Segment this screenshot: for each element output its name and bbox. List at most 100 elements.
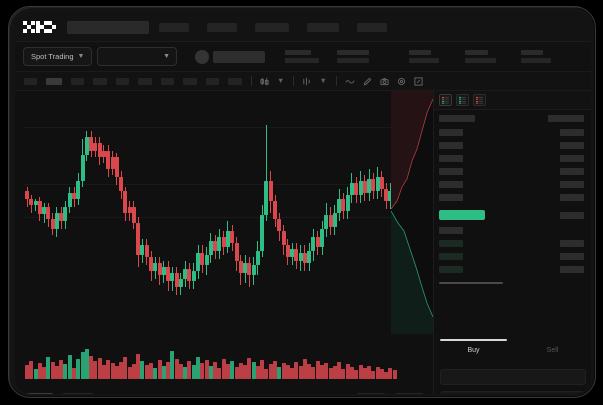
volume-bar: [89, 356, 94, 379]
pair-select[interactable]: ▼: [97, 47, 177, 66]
drawing-pencil-icon[interactable]: [363, 77, 372, 86]
orderbook-pane: Buy Sell: [433, 91, 591, 394]
volume-bar: [302, 359, 307, 379]
volume-bar: [200, 363, 205, 379]
volume-bar: [153, 368, 158, 379]
orderbook-bid-row[interactable]: [434, 253, 591, 260]
toolbar-divider-3: [335, 76, 337, 86]
tab-open-orders[interactable]: [25, 393, 53, 394]
nav-item-4[interactable]: [307, 23, 339, 32]
nav-item-3[interactable]: [255, 23, 289, 32]
volume-bar: [50, 362, 55, 379]
orderbook-bid-row[interactable]: [434, 227, 591, 234]
chart-settings-gear-icon[interactable]: [397, 77, 406, 86]
orderbook-ask-row[interactable]: [434, 194, 591, 201]
timeframe-1[interactable]: [24, 77, 37, 85]
volume-bar: [328, 368, 333, 379]
timeframe-10[interactable]: [228, 77, 242, 85]
coin-avatar-icon: [195, 50, 209, 64]
orderbook-mode-both[interactable]: [439, 94, 452, 106]
volume-bar: [264, 369, 269, 379]
volume-bar: [174, 359, 179, 379]
orderbook-bid-row[interactable]: [434, 240, 591, 247]
orderbook-ask-row[interactable]: [434, 155, 591, 162]
volume-bar: [324, 363, 329, 379]
orderbook-list[interactable]: [434, 110, 591, 336]
volume-bar: [225, 364, 230, 379]
device-bezel: Spot Trading ▼ ▼: [8, 6, 596, 398]
volume-bar: [354, 370, 359, 379]
chart-pane: [15, 91, 433, 394]
snapshot-camera-icon[interactable]: [380, 77, 389, 86]
volume-bar: [379, 369, 384, 379]
orderbook-spread-price[interactable]: [439, 210, 485, 220]
volume-bar: [84, 349, 89, 379]
timeframe-8[interactable]: [183, 77, 197, 85]
price-chart[interactable]: [15, 91, 433, 334]
chart-type-chevron-down-icon[interactable]: ▼: [277, 76, 285, 86]
indicators-chevron-down-icon[interactable]: ▼: [319, 76, 327, 86]
nav-item-1[interactable]: [159, 23, 189, 32]
volume-bar: [332, 366, 337, 379]
order-amount-field[interactable]: [440, 391, 586, 394]
gridline: [23, 127, 425, 128]
orderbook-ask-row[interactable]: [434, 129, 591, 136]
volume-bar: [307, 364, 312, 379]
volume-bar: [140, 361, 145, 379]
orderbook-bid-row[interactable]: [434, 266, 591, 273]
orderbook-column-headers: [434, 115, 591, 122]
candlestick-type-icon[interactable]: [260, 77, 269, 86]
volume-bar: [362, 368, 367, 379]
orderbook-mode-asks[interactable]: [473, 94, 486, 106]
nav-item-2[interactable]: [207, 23, 237, 32]
order-form-tabs: Buy Sell: [434, 339, 591, 361]
volume-bar: [76, 359, 81, 379]
trading-mode-select[interactable]: Spot Trading ▼: [23, 47, 93, 66]
volume-bar: [166, 362, 171, 379]
bottom-action-1[interactable]: [357, 393, 385, 394]
timeframe-7[interactable]: [161, 77, 174, 85]
volume-bar: [37, 363, 42, 379]
stat-change-24h: [337, 50, 369, 63]
volume-bar: [371, 371, 376, 379]
volume-bar: [294, 362, 299, 379]
volume-bar: [285, 365, 290, 379]
tab-buy[interactable]: Buy: [434, 339, 513, 361]
bottom-action-2[interactable]: [395, 393, 423, 394]
volume-bar: [290, 368, 295, 379]
timeframe-3[interactable]: [71, 77, 84, 85]
tab-order-history[interactable]: [63, 393, 93, 394]
volume-bar: [204, 360, 209, 379]
nav-item-5[interactable]: [357, 23, 387, 32]
volume-bar: [196, 357, 201, 379]
main-body: Buy Sell: [15, 91, 591, 394]
orderbook-ask-row[interactable]: [434, 181, 591, 188]
volume-bar: [63, 364, 68, 379]
depth-chart-overlay: [391, 91, 433, 334]
timeframe-6[interactable]: [138, 77, 152, 85]
tab-buy-label: Buy: [467, 346, 480, 354]
tab-sell[interactable]: Sell: [513, 339, 591, 361]
search-input[interactable]: [67, 21, 149, 34]
orderbook-header: [434, 91, 591, 110]
bottom-tabs: [15, 387, 433, 394]
fullscreen-expand-icon[interactable]: [414, 76, 423, 86]
okx-logo-icon[interactable]: [23, 20, 59, 34]
orderbook-ask-row[interactable]: [434, 168, 591, 175]
timeframe-4[interactable]: [93, 77, 107, 85]
volume-bar: [144, 365, 149, 379]
order-price-field[interactable]: [440, 369, 586, 385]
line-tool-icon[interactable]: [345, 77, 355, 86]
volume-bar: [25, 365, 29, 379]
orderbook-scrollbar[interactable]: [439, 282, 503, 284]
orderbook-ask-row[interactable]: [434, 142, 591, 149]
chart-toolbar: ▼ ▼: [15, 72, 591, 91]
volume-bar: [392, 370, 397, 379]
timeframe-2[interactable]: [46, 77, 62, 85]
stat-volume-24h: [521, 50, 551, 63]
timeframe-9[interactable]: [206, 77, 219, 85]
timeframe-5[interactable]: [116, 77, 129, 85]
volume-bar: [67, 355, 72, 379]
indicators-icon[interactable]: [302, 77, 311, 86]
orderbook-mode-bids[interactable]: [456, 94, 469, 106]
